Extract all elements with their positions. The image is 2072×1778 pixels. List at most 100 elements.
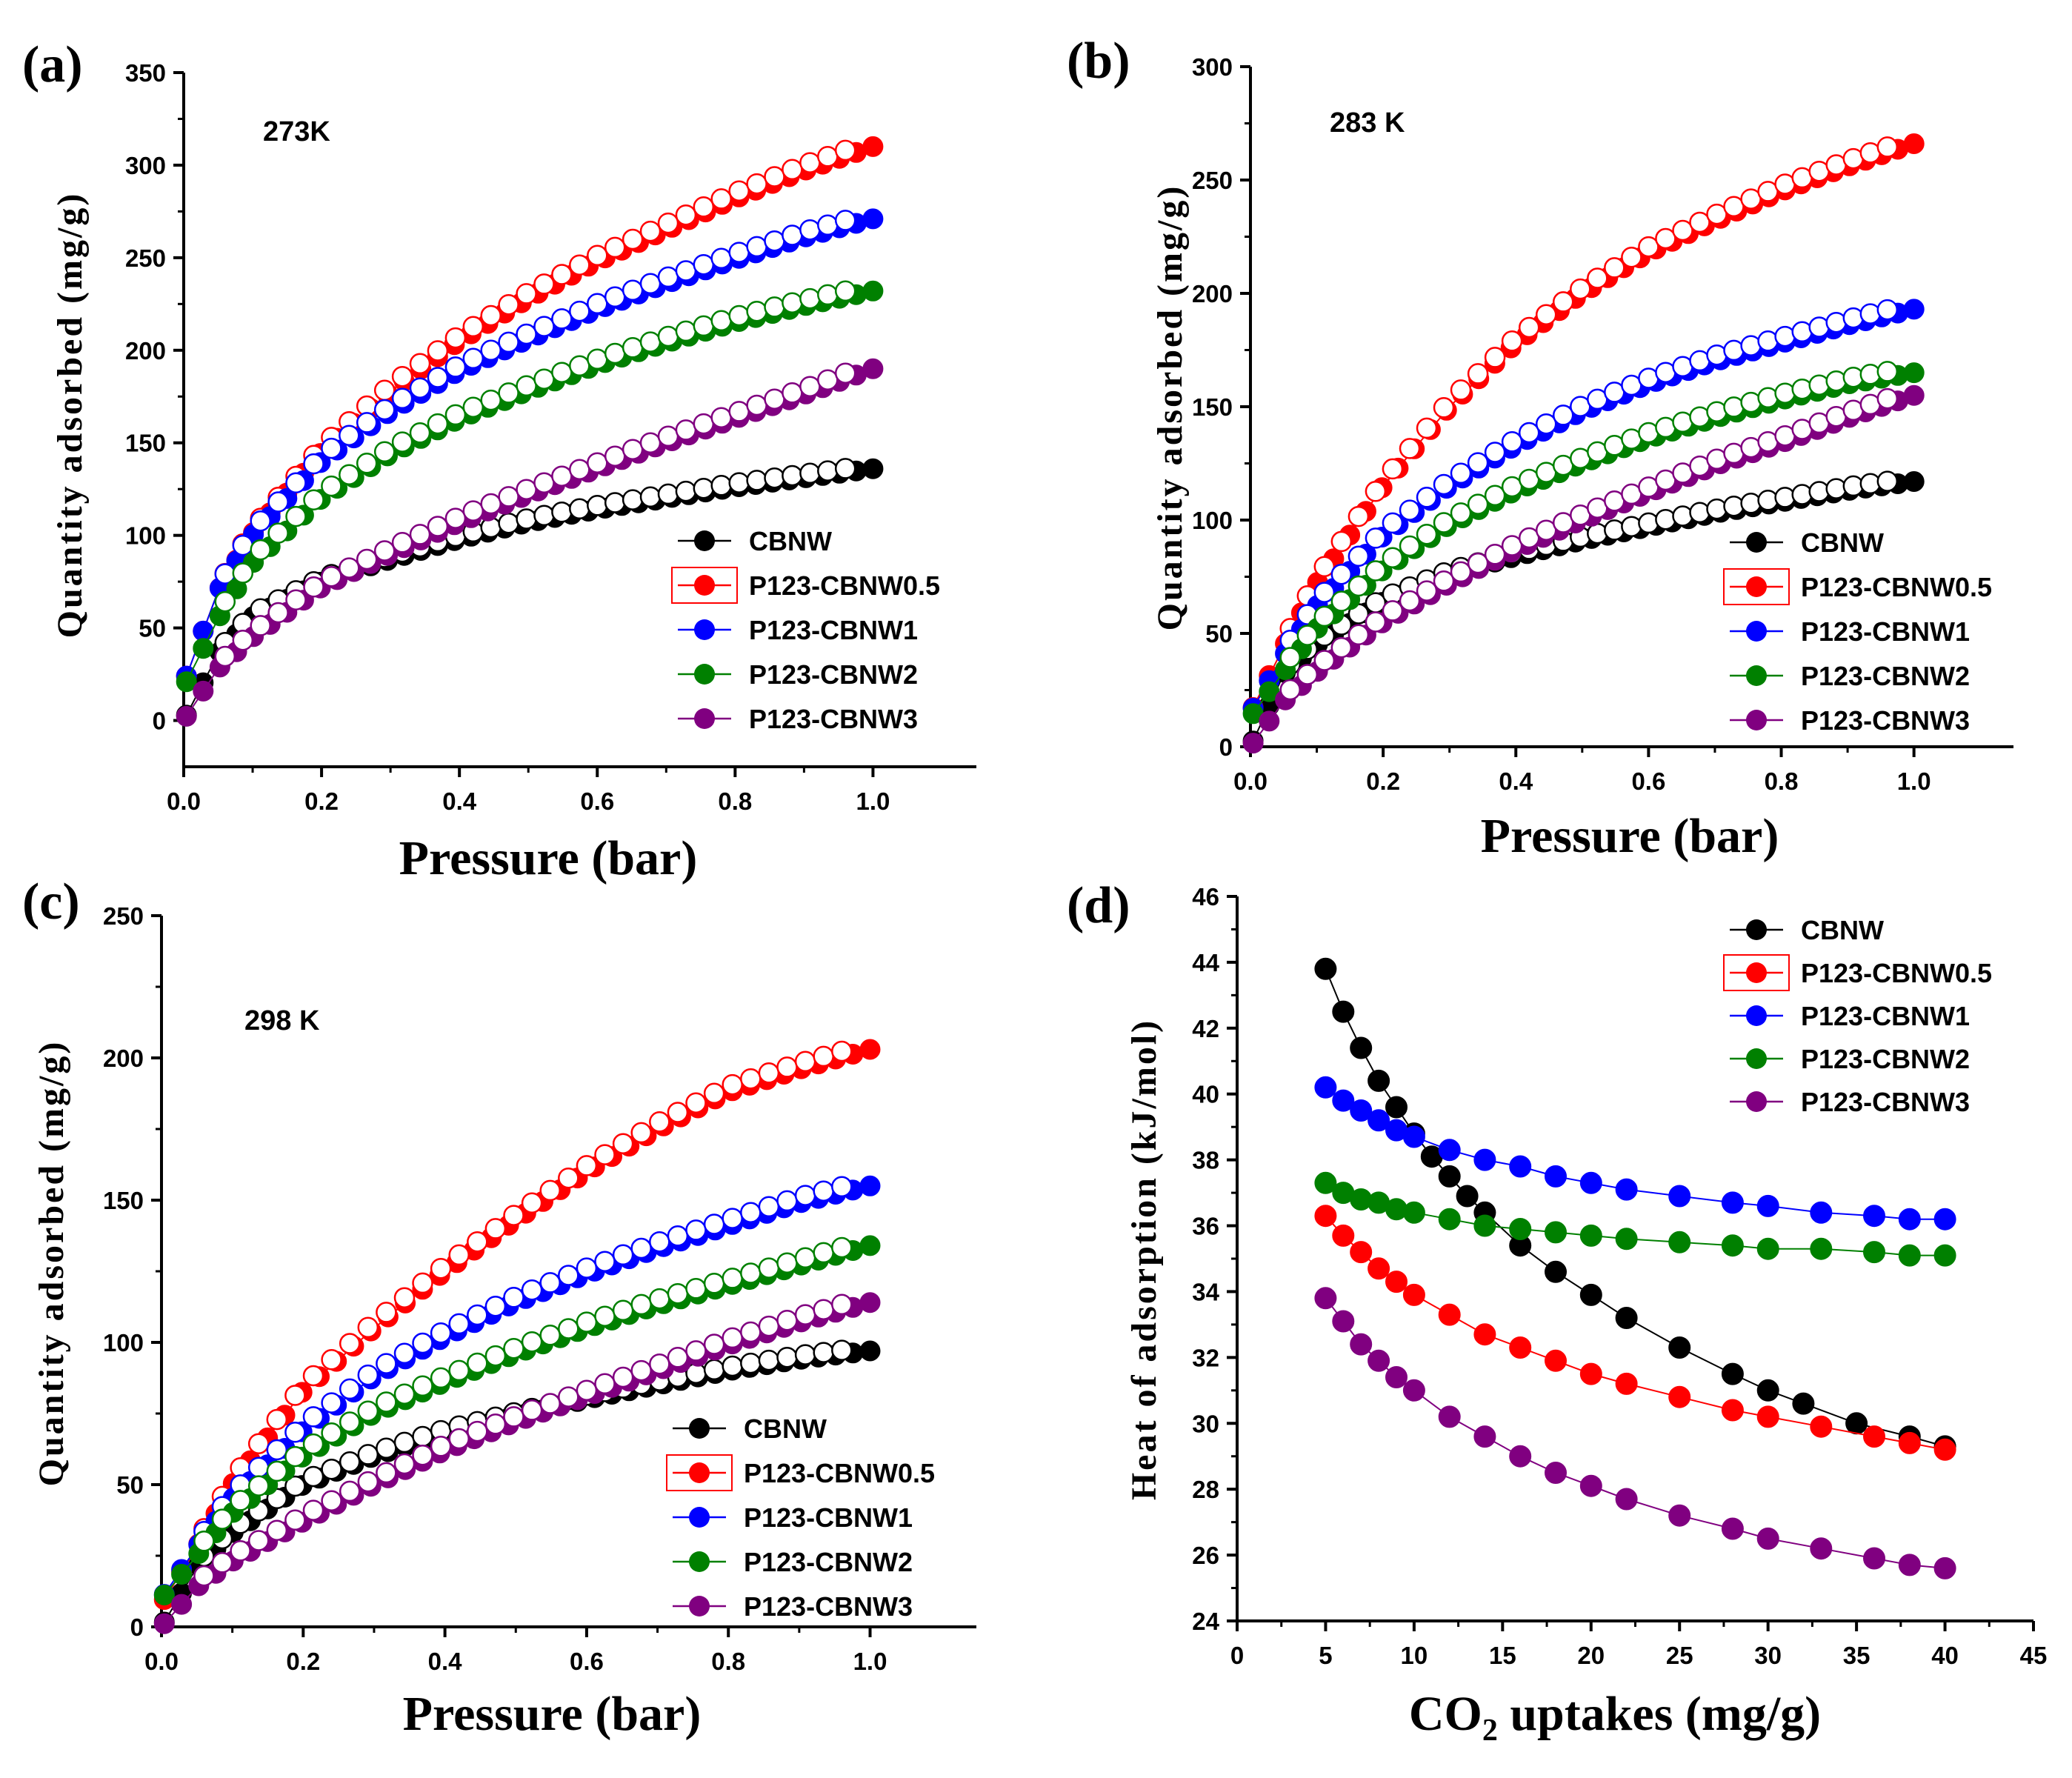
data-point-desorption bbox=[302, 1365, 324, 1387]
x-tick-label: 25 bbox=[1666, 1642, 1693, 1669]
data-point bbox=[1438, 1405, 1461, 1428]
x-tick-label: 15 bbox=[1489, 1642, 1516, 1669]
data-point-desorption bbox=[302, 1406, 324, 1428]
data-point bbox=[1863, 1241, 1885, 1264]
y-tick-label: 300 bbox=[1192, 53, 1233, 81]
data-point-desorption bbox=[612, 1244, 634, 1266]
data-point-desorption bbox=[1672, 505, 1693, 527]
data-point-desorption bbox=[657, 212, 679, 234]
data-point-desorption bbox=[393, 1431, 416, 1454]
data-point-desorption bbox=[1416, 523, 1438, 545]
data-point-desorption bbox=[675, 204, 697, 226]
panel-a: (a) 0 50 100 150 200 250 300 350 0.0 0.2 0.4 0.6 0.8 1… bbox=[22, 36, 976, 885]
data-point bbox=[1810, 1201, 1833, 1224]
data-point-desorption bbox=[746, 394, 767, 416]
y-tick-label: 250 bbox=[125, 244, 166, 272]
series-P123-CBNW0.5 bbox=[1242, 133, 1925, 718]
data-point-desorption bbox=[813, 1242, 834, 1264]
data-point-desorption bbox=[357, 1316, 379, 1339]
x-tick-label: 0.8 bbox=[718, 788, 752, 815]
panel-label: (a) bbox=[22, 36, 83, 93]
data-point-desorption bbox=[604, 342, 626, 364]
y-tick-label: 24 bbox=[1192, 1608, 1219, 1635]
y-tick-label: 40 bbox=[1192, 1081, 1219, 1108]
data-point bbox=[1579, 1283, 1602, 1306]
data-point bbox=[1314, 1171, 1337, 1194]
data-point-desorption bbox=[412, 1332, 433, 1354]
data-point bbox=[1473, 1214, 1496, 1237]
data-point-desorption bbox=[533, 505, 555, 527]
series-P123-CBNW2 bbox=[1242, 361, 1925, 725]
series-P123-CBNW0.5 bbox=[153, 1039, 881, 1611]
panel-label: (b) bbox=[1067, 33, 1130, 90]
data-point-adsorption bbox=[859, 1235, 881, 1256]
data-point-desorption bbox=[376, 1437, 397, 1459]
data-point-desorption bbox=[622, 439, 644, 460]
data-point bbox=[1668, 1504, 1691, 1527]
x-tick-label: 0.6 bbox=[1631, 768, 1665, 795]
data-point-desorption bbox=[675, 260, 697, 282]
data-point-desorption bbox=[693, 413, 715, 435]
panel-b: (b) 0 50 100 150 200 250 300 0.0 0.2 0.4 0.6 0.8 1.0 P… bbox=[1067, 33, 2013, 863]
data-point-desorption bbox=[569, 254, 590, 276]
data-point-desorption bbox=[1433, 473, 1455, 496]
data-point-desorption bbox=[376, 1302, 397, 1323]
data-point-desorption bbox=[551, 465, 573, 487]
data-point bbox=[1756, 1194, 1779, 1217]
x-tick-label: 35 bbox=[1843, 1642, 1871, 1669]
data-point-desorption bbox=[799, 152, 821, 173]
data-point-desorption bbox=[230, 1490, 251, 1511]
data-point-desorption bbox=[211, 1508, 233, 1530]
data-point-desorption bbox=[799, 219, 821, 241]
data-point-desorption bbox=[516, 375, 537, 397]
data-point-desorption bbox=[247, 1530, 270, 1551]
data-point-desorption bbox=[339, 1480, 361, 1502]
y-axis-title: Quantity adsorbed (mg/g) bbox=[50, 192, 90, 639]
data-point bbox=[1350, 1099, 1373, 1122]
x-tick-label: 0.2 bbox=[304, 788, 339, 815]
x-tick-label: 40 bbox=[1931, 1642, 1959, 1669]
data-point bbox=[1438, 1208, 1461, 1231]
data-point bbox=[1509, 1445, 1532, 1468]
data-point-desorption bbox=[569, 355, 590, 377]
legend-swatch-marker bbox=[689, 1462, 710, 1483]
data-point-desorption bbox=[533, 316, 555, 337]
data-point-desorption bbox=[409, 377, 431, 399]
legend-swatch-marker bbox=[694, 619, 715, 640]
data-point-desorption bbox=[480, 493, 502, 515]
data-point-desorption bbox=[1279, 647, 1301, 668]
data-point-desorption bbox=[250, 510, 271, 532]
data-point-desorption bbox=[250, 539, 271, 561]
data-point-desorption bbox=[799, 462, 821, 485]
data-point-desorption bbox=[1842, 366, 1865, 388]
data-point-desorption bbox=[1740, 188, 1762, 210]
legend-swatch-marker bbox=[694, 530, 715, 551]
legend-label: P123-CBNW2 bbox=[744, 1547, 913, 1577]
data-point-desorption bbox=[211, 1552, 233, 1574]
data-point-desorption bbox=[569, 498, 590, 520]
data-point-desorption bbox=[1365, 527, 1387, 549]
data-point-adsorption bbox=[862, 280, 884, 302]
data-point-desorption bbox=[558, 1318, 579, 1339]
data-point-desorption bbox=[1723, 339, 1745, 362]
data-point-desorption bbox=[1450, 379, 1472, 401]
data-point bbox=[1368, 1109, 1390, 1132]
legend-highlight-box bbox=[1723, 568, 1790, 605]
data-point-desorption bbox=[799, 287, 821, 310]
y-tick-label: 250 bbox=[103, 902, 144, 930]
legend-label: P123-CBNW1 bbox=[1801, 1001, 1970, 1031]
data-point-desorption bbox=[594, 1251, 616, 1272]
data-point-desorption bbox=[1638, 512, 1659, 534]
data-point-desorption bbox=[444, 507, 467, 529]
data-point-desorption bbox=[480, 339, 502, 362]
data-point bbox=[1314, 957, 1337, 980]
data-point-desorption bbox=[1501, 330, 1523, 352]
data-point-desorption bbox=[1706, 498, 1728, 520]
data-point-desorption bbox=[576, 1379, 598, 1401]
data-point-desorption bbox=[247, 1433, 270, 1454]
data-point-desorption bbox=[1791, 378, 1813, 400]
legend-label: CBNW bbox=[1801, 527, 1884, 558]
data-point-desorption bbox=[412, 1375, 433, 1397]
data-point-desorption bbox=[467, 1352, 488, 1374]
legend-label: P123-CBNW3 bbox=[1801, 705, 1970, 736]
